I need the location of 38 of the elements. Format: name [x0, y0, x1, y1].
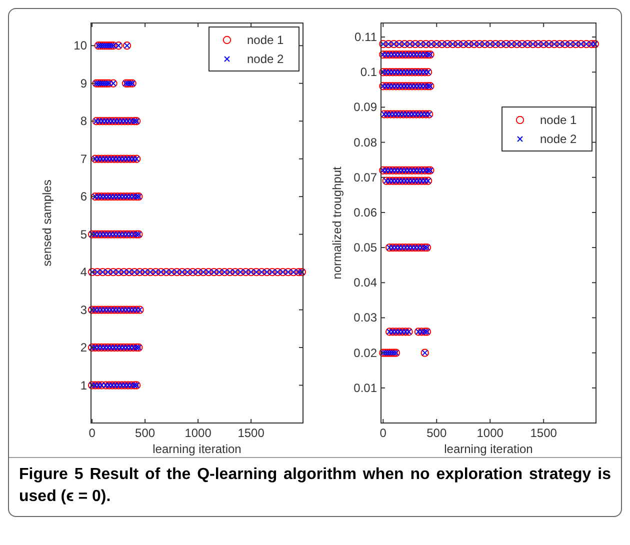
y-tick-label: 0.02: [354, 346, 378, 360]
y-tick-label: 0.06: [354, 205, 378, 220]
x-tick-label: 0: [88, 426, 96, 440]
x-tick-label: 1500: [238, 426, 265, 440]
y-tick-label: 7: [80, 152, 88, 166]
y-tick-label: 0.09: [354, 100, 378, 114]
y-tick-label: 0.01: [354, 380, 378, 395]
y-tick-label: 4: [80, 265, 88, 280]
x-tick-label: 1000: [476, 426, 504, 440]
x-axis-title: learning iteration: [152, 442, 242, 456]
y-tick-label: 8: [80, 114, 88, 128]
x-tick-label: 500: [135, 426, 156, 440]
x-tick-label: 1500: [530, 426, 558, 440]
x-tick-label: 0: [380, 426, 387, 440]
y-tick-label: 0.04: [354, 276, 378, 290]
y-tick-label: 0.05: [354, 240, 378, 255]
y-tick-label: 0.03: [354, 310, 378, 325]
legend-label: node 1: [247, 33, 284, 47]
y-tick-label: 3: [80, 302, 88, 317]
y-axis-title: sensed samples: [40, 180, 54, 266]
y-tick-label: 9: [80, 76, 88, 90]
y-tick-label: 2: [80, 340, 88, 355]
y-tick-label: 10: [74, 38, 88, 53]
y-tick-label: 0.08: [354, 135, 378, 150]
caption: Figure 5 Result of the Q-learning algorithm when no exploration strategy is used (ϵ = 0).: [19, 465, 611, 507]
y-axis-title: normalized troughput: [330, 166, 344, 280]
y-tick-label: 6: [80, 190, 88, 204]
x-tick-label: 1000: [184, 426, 212, 440]
legend-label: node 1: [540, 113, 578, 127]
x-tick-label: 500: [426, 426, 447, 440]
y-tick-label: 1: [80, 378, 88, 392]
legend-label: node 2: [247, 52, 284, 66]
y-tick-label: 5: [80, 227, 88, 242]
y-tick-label: 0.07: [354, 170, 378, 184]
legend-label: node 2: [540, 132, 578, 146]
x-axis-title: learning iteration: [444, 442, 533, 456]
y-tick-label: 0.11: [354, 30, 378, 44]
y-tick-label: 0.1: [360, 65, 378, 80]
